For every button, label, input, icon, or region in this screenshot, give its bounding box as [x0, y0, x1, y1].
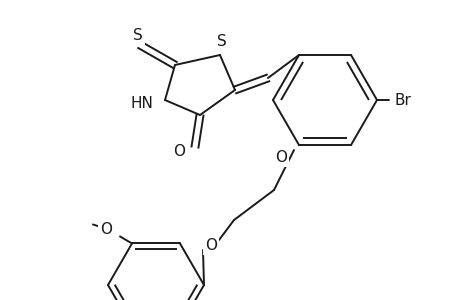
Text: S: S: [133, 28, 143, 43]
Text: O: O: [205, 238, 217, 253]
Text: HN: HN: [130, 95, 153, 110]
Text: O: O: [100, 222, 112, 237]
Text: O: O: [173, 145, 185, 160]
Text: Br: Br: [394, 92, 411, 107]
Text: O: O: [274, 149, 286, 164]
Text: S: S: [217, 34, 226, 49]
